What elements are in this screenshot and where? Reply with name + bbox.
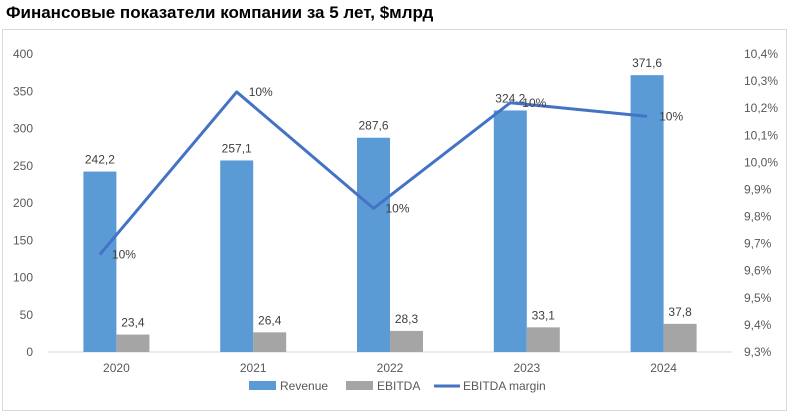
legend-revenue-label: Revenue bbox=[280, 379, 328, 393]
y-left-tick-label: 200 bbox=[13, 196, 33, 210]
legend-ebitda-swatch bbox=[346, 381, 373, 390]
y-right-tick-label: 9,6% bbox=[744, 264, 772, 278]
ebitda-bar bbox=[390, 330, 423, 352]
y-left-tick-label: 400 bbox=[13, 47, 33, 61]
ebitda-margin-data-label: 10% bbox=[659, 109, 683, 123]
y-right-tick-label: 10,1% bbox=[744, 128, 778, 142]
y-right-tick-label: 10,0% bbox=[744, 155, 778, 169]
ebitda-data-label: 33,1 bbox=[532, 308, 556, 322]
y-left-tick-label: 50 bbox=[20, 308, 34, 322]
ebitda-bar bbox=[116, 334, 150, 352]
revenue-bar bbox=[493, 110, 527, 352]
ebitda-bar bbox=[253, 332, 287, 352]
ebitda-data-label: 28,3 bbox=[395, 312, 419, 326]
ebitda-margin-data-label: 10% bbox=[386, 201, 410, 215]
x-tick-label: 2022 bbox=[377, 361, 404, 375]
x-tick-label: 2023 bbox=[513, 361, 540, 375]
chart-title: Финансовые показатели компании за 5 лет,… bbox=[6, 3, 434, 22]
ebitda-margin-data-label: 10% bbox=[249, 85, 273, 99]
revenue-bar bbox=[357, 137, 390, 352]
ebitda-bar bbox=[663, 323, 697, 352]
ebitda-margin-data-label: 10% bbox=[112, 247, 136, 261]
y-left-tick-label: 250 bbox=[13, 159, 33, 173]
revenue-data-label: 287,6 bbox=[358, 119, 388, 133]
revenue-bar bbox=[630, 75, 664, 353]
y-right-tick-label: 10,4% bbox=[744, 47, 778, 61]
y-right-tick-label: 9,3% bbox=[744, 345, 772, 359]
chart-frame bbox=[2, 29, 787, 411]
x-tick-label: 2020 bbox=[103, 361, 130, 375]
x-tick-label: 2024 bbox=[650, 361, 677, 375]
ebitda-data-label: 23,4 bbox=[121, 316, 145, 330]
legend-revenue-swatch bbox=[249, 381, 276, 390]
y-right-tick-label: 9,9% bbox=[744, 182, 772, 196]
revenue-data-label: 257,1 bbox=[222, 141, 252, 155]
revenue-bar bbox=[220, 160, 254, 352]
y-left-tick-label: 0 bbox=[26, 345, 33, 359]
x-tick-label: 2021 bbox=[240, 361, 267, 375]
y-right-tick-label: 10,3% bbox=[744, 74, 778, 88]
y-right-tick-label: 9,4% bbox=[744, 318, 772, 332]
revenue-data-label: 242,2 bbox=[85, 153, 115, 167]
legend-margin-label: EBITDA margin bbox=[463, 379, 546, 393]
y-right-tick-label: 9,8% bbox=[744, 210, 772, 224]
y-right-tick-label: 9,5% bbox=[744, 291, 772, 305]
ebitda-data-label: 37,8 bbox=[668, 305, 692, 319]
y-right-tick-label: 10,2% bbox=[744, 101, 778, 115]
y-left-tick-label: 300 bbox=[13, 122, 33, 136]
legend-ebitda-label: EBITDA bbox=[377, 379, 420, 393]
y-left-tick-label: 150 bbox=[13, 233, 33, 247]
revenue-data-label: 324,2 bbox=[495, 91, 525, 105]
ebitda-margin-data-label: 10% bbox=[522, 96, 546, 110]
y-right-tick-label: 9,7% bbox=[744, 237, 772, 251]
ebitda-bar bbox=[526, 327, 560, 352]
revenue-data-label: 371,6 bbox=[632, 56, 662, 70]
y-left-tick-label: 100 bbox=[13, 271, 33, 285]
revenue-bar bbox=[83, 171, 117, 352]
ebitda-data-label: 26,4 bbox=[258, 313, 282, 327]
y-left-tick-label: 350 bbox=[13, 84, 33, 98]
